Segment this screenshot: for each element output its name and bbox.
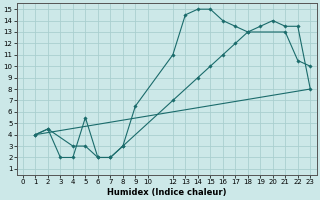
X-axis label: Humidex (Indice chaleur): Humidex (Indice chaleur)	[107, 188, 226, 197]
